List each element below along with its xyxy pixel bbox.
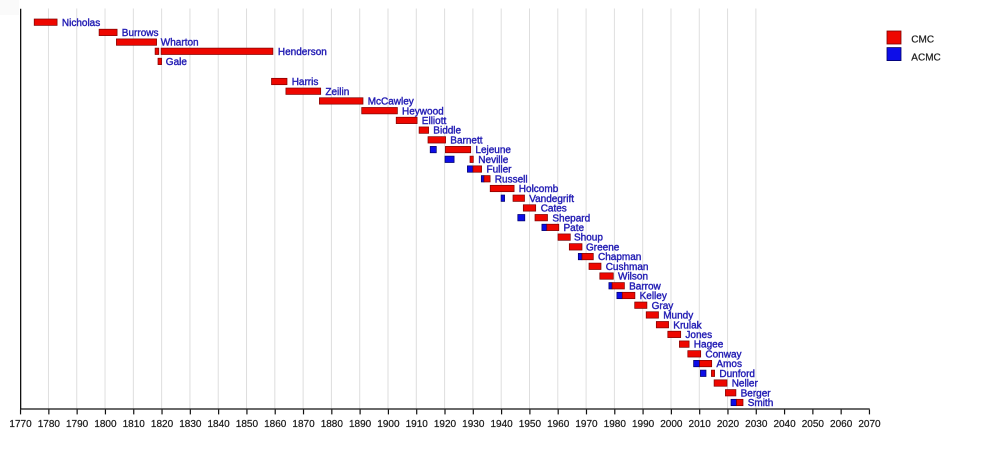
svg-text:Barnett: Barnett xyxy=(450,135,482,146)
svg-text:Amos: Amos xyxy=(716,359,742,370)
svg-text:Nicholas: Nicholas xyxy=(62,18,100,29)
svg-text:1970: 1970 xyxy=(575,419,598,430)
svg-text:Henderson: Henderson xyxy=(278,47,327,58)
svg-text:Neville: Neville xyxy=(478,155,508,166)
svg-text:1870: 1870 xyxy=(292,419,315,430)
svg-text:Wilson: Wilson xyxy=(618,272,648,283)
svg-text:2030: 2030 xyxy=(745,419,768,430)
svg-text:Biddle: Biddle xyxy=(433,126,461,137)
svg-text:1910: 1910 xyxy=(406,419,429,430)
svg-text:2000: 2000 xyxy=(660,419,683,430)
svg-text:Pate: Pate xyxy=(564,223,585,234)
svg-text:1920: 1920 xyxy=(434,419,457,430)
svg-text:Lejeune: Lejeune xyxy=(475,145,511,156)
svg-text:Vandegrift: Vandegrift xyxy=(529,194,574,205)
svg-text:Kelley: Kelley xyxy=(640,291,667,302)
svg-text:Gray: Gray xyxy=(652,301,674,312)
svg-text:1770: 1770 xyxy=(9,419,32,430)
svg-text:Smith: Smith xyxy=(748,398,774,409)
svg-text:1850: 1850 xyxy=(236,419,259,430)
svg-text:ACMC: ACMC xyxy=(911,52,940,63)
svg-text:2010: 2010 xyxy=(689,419,712,430)
svg-text:1780: 1780 xyxy=(38,419,61,430)
svg-text:1960: 1960 xyxy=(547,419,570,430)
svg-text:Heywood: Heywood xyxy=(402,106,444,117)
svg-text:1820: 1820 xyxy=(151,419,174,430)
svg-text:2040: 2040 xyxy=(773,419,796,430)
svg-text:Berger: Berger xyxy=(741,388,772,399)
svg-text:1800: 1800 xyxy=(94,419,117,430)
svg-text:1880: 1880 xyxy=(321,419,344,430)
svg-text:1990: 1990 xyxy=(632,419,655,430)
svg-text:Cushman: Cushman xyxy=(606,262,649,273)
svg-text:Chapman: Chapman xyxy=(598,252,641,263)
svg-text:Greene: Greene xyxy=(586,242,620,253)
svg-text:2070: 2070 xyxy=(858,419,881,430)
svg-text:Holcomb: Holcomb xyxy=(519,184,559,195)
svg-text:1940: 1940 xyxy=(490,419,513,430)
svg-text:2050: 2050 xyxy=(802,419,825,430)
svg-text:Mundy: Mundy xyxy=(663,311,693,322)
svg-text:Conway: Conway xyxy=(705,349,741,360)
svg-text:1840: 1840 xyxy=(208,419,231,430)
svg-text:Zeilin: Zeilin xyxy=(325,87,349,98)
svg-text:Jones: Jones xyxy=(685,330,712,341)
svg-text:1980: 1980 xyxy=(604,419,627,430)
svg-text:1860: 1860 xyxy=(264,419,287,430)
svg-text:Russell: Russell xyxy=(495,174,528,185)
svg-text:1830: 1830 xyxy=(179,419,202,430)
svg-text:1790: 1790 xyxy=(66,419,89,430)
svg-text:Harris: Harris xyxy=(292,77,319,88)
svg-text:2060: 2060 xyxy=(830,419,853,430)
svg-text:1950: 1950 xyxy=(519,419,542,430)
svg-text:Krulak: Krulak xyxy=(673,320,702,331)
svg-text:McCawley: McCawley xyxy=(368,97,414,108)
svg-text:CMC: CMC xyxy=(911,34,934,45)
svg-text:1890: 1890 xyxy=(349,419,372,430)
svg-text:Gale: Gale xyxy=(166,57,188,68)
svg-text:Hagee: Hagee xyxy=(694,340,724,351)
svg-text:2020: 2020 xyxy=(717,419,740,430)
svg-text:Barrow: Barrow xyxy=(629,281,661,292)
svg-text:Shepard: Shepard xyxy=(552,213,590,224)
svg-text:Wharton: Wharton xyxy=(161,38,199,49)
svg-text:Cates: Cates xyxy=(541,204,567,215)
svg-text:Elliott: Elliott xyxy=(422,116,447,127)
svg-text:1930: 1930 xyxy=(462,419,485,430)
svg-text:Fuller: Fuller xyxy=(487,165,513,176)
svg-text:Dunford: Dunford xyxy=(719,369,755,380)
svg-text:1810: 1810 xyxy=(123,419,146,430)
svg-text:Shoup: Shoup xyxy=(574,233,603,244)
svg-text:Burrows: Burrows xyxy=(122,28,159,39)
svg-text:Neller: Neller xyxy=(732,379,759,390)
svg-text:1900: 1900 xyxy=(377,419,400,430)
